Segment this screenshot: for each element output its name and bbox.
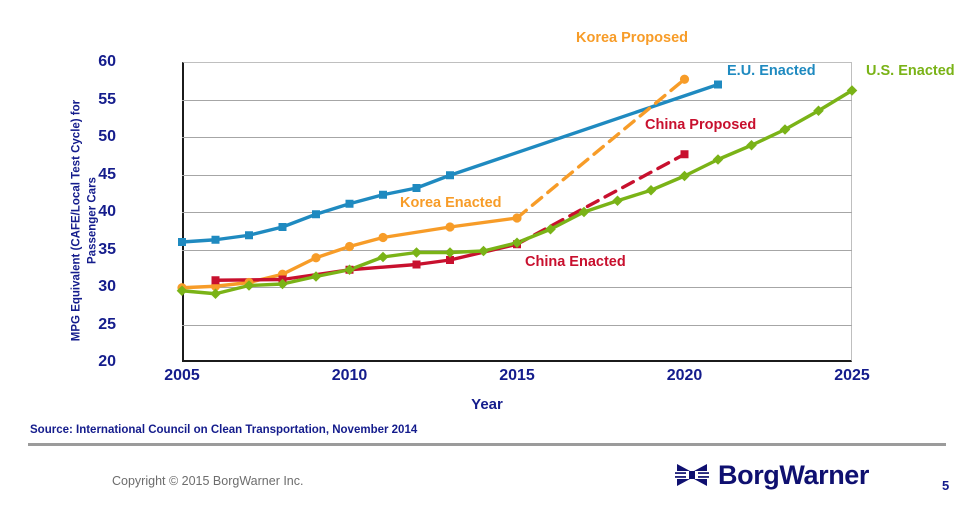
y-tick-label: 30 — [98, 278, 116, 295]
data-point-us — [612, 195, 623, 207]
data-point-eu — [245, 231, 253, 240]
data-point-eu — [345, 199, 354, 208]
x-tick-label: 2005 — [164, 367, 200, 384]
gridline — [182, 287, 852, 288]
gridline — [182, 212, 852, 213]
series-label-us: U.S. Enacted — [866, 63, 955, 79]
data-point-korea — [512, 213, 522, 223]
data-point-us — [444, 247, 456, 258]
data-point-eu — [178, 238, 186, 246]
data-point-us — [411, 247, 422, 258]
series-label-korea_proposed: Korea Proposed — [576, 30, 688, 46]
data-point-us — [344, 264, 355, 276]
data-point-us — [277, 278, 288, 290]
data-point-eu — [312, 210, 320, 219]
page-number: 5 — [942, 478, 950, 493]
data-point-us — [176, 285, 188, 297]
data-point-korea — [311, 253, 321, 263]
logo-wordmark: BorgWarner — [718, 459, 870, 490]
borgwarner-logo: BorgWarner — [675, 460, 869, 490]
y-tick-label: 55 — [98, 90, 116, 108]
series-label-eu: E.U. Enacted — [727, 63, 816, 79]
x-tick-label: 2020 — [666, 367, 703, 384]
data-point-korea — [344, 241, 355, 252]
data-point-us — [779, 124, 791, 135]
y-tick-label: 35 — [98, 240, 116, 258]
data-point-eu — [211, 235, 220, 244]
data-point-us — [310, 271, 322, 282]
series-layer — [176, 74, 858, 300]
data-point-us — [478, 245, 489, 257]
series-label-china_proposed: China Proposed — [645, 117, 757, 133]
gridline — [182, 324, 852, 326]
series-line-eu — [180, 82, 720, 244]
data-point-us — [377, 251, 389, 263]
y-tick-label: 45 — [98, 165, 116, 183]
gridline — [182, 249, 852, 251]
data-point-korea — [378, 232, 388, 243]
y-tick-label: 20 — [98, 353, 116, 370]
copyright-text: Copyright © 2015 BorgWarner Inc. — [112, 474, 304, 488]
x-tick-label: 2025 — [834, 367, 870, 384]
series-label-china: China Enacted — [525, 254, 626, 270]
data-point-eu — [714, 80, 722, 89]
data-point-china — [211, 276, 220, 285]
series-line-korea_proposed — [515, 77, 687, 220]
data-point-us — [846, 85, 858, 96]
data-point-us — [243, 280, 255, 291]
data-point-eu — [446, 171, 454, 180]
data-point-us — [813, 105, 824, 117]
x-axis-title: Year — [471, 396, 503, 413]
y-tick-label: 60 — [98, 53, 116, 70]
data-point-us — [712, 154, 724, 165]
y-tick-label: 25 — [98, 315, 116, 333]
source-divider — [28, 443, 946, 446]
series-label-korea: Korea Enacted — [400, 195, 502, 211]
chart-container: MPG Equivalent (CAFE/Local Test Cycle) f… — [70, 30, 955, 413]
data-point-china — [412, 260, 421, 269]
data-point-korea_proposed — [679, 74, 690, 84]
data-point-us — [210, 288, 221, 300]
source-note: Source: International Council on Clean T… — [30, 424, 418, 436]
data-point-eu — [379, 190, 387, 199]
data-point-korea — [445, 222, 455, 232]
data-point-us — [746, 139, 757, 151]
data-point-eu — [412, 184, 421, 192]
data-point-us — [645, 184, 657, 196]
y-tick-label: 40 — [98, 203, 116, 220]
data-point-eu — [278, 223, 287, 231]
y-tick-label: 50 — [98, 128, 116, 145]
series-line-china — [213, 242, 519, 282]
gridline — [182, 99, 852, 101]
gridline — [182, 137, 852, 138]
x-tick-label: 2015 — [499, 367, 535, 384]
data-point-china — [446, 256, 454, 264]
series-line-china_proposed — [515, 152, 687, 246]
gridline — [182, 174, 852, 176]
data-point-china_proposed — [680, 150, 689, 159]
x-tick-label: 2010 — [331, 367, 368, 384]
turbine-icon — [675, 464, 709, 486]
